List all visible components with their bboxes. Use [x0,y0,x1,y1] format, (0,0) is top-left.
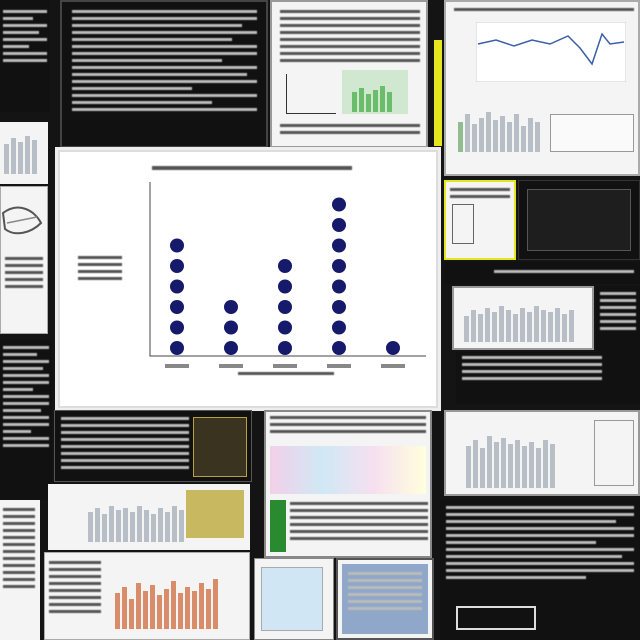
screenshot-tile-bottom-a [254,558,334,640]
screenshot-tile-table [270,0,428,148]
text-tile-right-narrow [596,286,640,354]
dot-marker [278,259,292,273]
text-tile-top-left [0,0,50,112]
line-chart-tile [444,0,640,176]
dot-marker [386,341,400,355]
left-diagram-tile [0,186,48,334]
x-tick-label [327,364,351,368]
line-chart-thumbnail [476,22,626,82]
x-tick-label [219,364,243,368]
dot-marker [332,197,346,212]
dot-marker [332,238,346,253]
bar-chart-tile-bottom-right [444,410,640,496]
x-tick-label [165,364,189,368]
left-bar-tile [0,122,48,184]
screenshot-tile-map [264,410,432,558]
dot-marker [332,341,346,355]
left-text-tile [0,340,52,500]
chart-axes [149,182,426,357]
dot-marker [332,300,346,314]
dot-marker [170,320,184,335]
dot-marker [278,300,292,314]
x-tick-label [381,364,405,368]
dot-marker [332,320,346,335]
text-tile-right-mid [456,352,640,404]
dot-plot [149,182,426,368]
dot-marker [224,341,238,355]
text-strip-right [444,262,640,284]
dot-marker [332,279,346,294]
dot-marker [170,279,184,294]
dot-marker [278,320,292,335]
diagram-sketch-icon [1,206,43,235]
bar-chart-tile-bottom-mid [48,484,250,550]
orange-bar-chart-tile [44,552,250,640]
x-tick-label [273,364,297,368]
main-dot-chart-panel [58,150,438,408]
bar-chart-tile-right [452,286,594,350]
text-block-top [60,0,268,148]
dot-marker [224,320,238,335]
dot-marker [278,279,292,294]
text-tile-bottom-left [54,410,252,482]
dot-marker [224,300,238,314]
dot-marker [332,218,346,232]
dot-marker [170,259,184,273]
yellow-separator [434,40,442,146]
dot-marker [332,259,346,273]
dot-marker [170,300,184,314]
left-document-tile [0,500,40,640]
dot-marker [278,341,292,355]
screenshot-tile-right-a [444,180,516,260]
dot-marker [170,341,184,355]
text-tile-bottom-right [440,500,640,640]
screenshot-tile-bottom-b [336,558,434,640]
dot-marker [170,238,184,253]
dark-panel-right [518,180,640,260]
